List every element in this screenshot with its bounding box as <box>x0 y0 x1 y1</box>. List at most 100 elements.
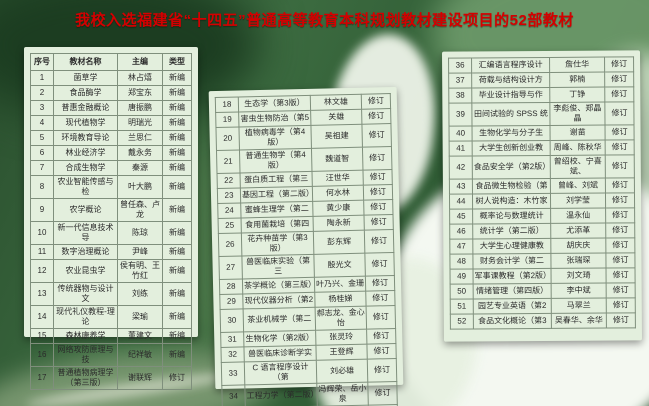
cell-type: 新编 <box>162 115 192 131</box>
cell-editor: 刘学莹 <box>550 193 606 209</box>
cell-number: 34 <box>221 384 246 406</box>
cell-title: 食用菌栽培（第四 <box>241 216 314 233</box>
cell-type: 修订 <box>604 71 634 88</box>
table-row: 1 菌草学 林占熺 新编 <box>30 70 192 86</box>
table-row: 46 统计学（第二版） 尤添革 修订 <box>449 222 635 240</box>
cell-title: 工程力学（第二版） <box>244 383 318 406</box>
table-row: 37 荷载与结构设计方 郭楠 修订 <box>448 71 634 89</box>
cell-editor: 郭楠 <box>549 72 605 88</box>
table-row: 12 农业昆虫学 侯有明、王竹红 新编 <box>30 259 192 283</box>
cell-number: 38 <box>448 87 472 104</box>
cell-number: 19 <box>215 111 239 128</box>
cell-type: 新编 <box>162 244 192 260</box>
cell-title: 新一代信息技术导 <box>53 221 118 245</box>
cell-editor: 王登辉 <box>315 344 368 361</box>
cell-editor: 杨桂娣 <box>314 291 367 308</box>
cell-number: 14 <box>30 305 54 329</box>
cell-type: 修订 <box>604 101 635 126</box>
table-row: 8 农业智能传感与检 叶大鹏 新编 <box>30 175 192 199</box>
cell-editor: 彭东辉 <box>313 230 365 255</box>
table-row: 47 大学生心理健康教 胡庆庆 修订 <box>449 237 635 255</box>
cell-type: 修订 <box>604 56 634 73</box>
page-title: 我校入选福建省“十四五”普通高等教育本科规划教材建设项目的52部教材 <box>75 12 574 29</box>
cell-title: 树人说构造：木竹家 <box>472 193 551 209</box>
cell-type: 新编 <box>162 175 192 199</box>
cell-number: 30 <box>220 308 244 333</box>
cell-type: 新编 <box>162 343 192 367</box>
cell-number: 11 <box>30 244 54 260</box>
cell-number: 10 <box>30 221 54 245</box>
table-row: 48 财务会计学（第二 张瑞琛 修订 <box>449 252 636 270</box>
cell-editor: 尹峰 <box>117 244 163 260</box>
textbook-list-panel-1: 序号 教材名称 主编 类型 1 菌草学 林占熺 新编 2 食品酶学 郑宝东 新编 3 普惠金融概论 唐振鹏新… <box>24 47 198 390</box>
cell-title: 兽医临床实验（第三 <box>241 254 315 279</box>
cell-type: 修订 <box>364 229 394 254</box>
cell-type: 修订 <box>367 381 398 406</box>
cell-title: 花卉种苗学（第3版） <box>241 231 314 256</box>
table-row: 6 林业经济学 戴永务 新编 <box>30 145 192 161</box>
cell-number: 28 <box>219 278 243 295</box>
table-header-row: 序号 教材名称 主编 类型 <box>30 53 192 71</box>
cell-number: 24 <box>217 202 242 219</box>
cell-type: 修订 <box>361 93 391 110</box>
cell-title: 普惠金融概论 <box>53 100 118 116</box>
header-cell-title: 教材名称 <box>53 53 118 71</box>
cell-editor: 梁瑜 <box>117 305 163 329</box>
cell-number: 48 <box>449 253 474 270</box>
cell-title: 生物化学（第2版） <box>243 330 316 347</box>
table-row: 52 食品文化概论（第3 吴春华、余华 修订 <box>450 312 636 330</box>
cell-number: 3 <box>30 100 54 116</box>
table-row: 41 大学生创新创业教 周峰、陈秋华 修订 <box>449 139 635 157</box>
table-row: 39 田间试验的 SPSS 统李彪俊、郑晶晶 修订 <box>448 101 635 127</box>
textbook-table-2: 18 生态学（第3版） 林文雄 修订 19 害虫生物防治（第5 关雄 修订 20 植物病毒学（第4… <box>215 93 398 406</box>
cell-type: 修订 <box>362 169 393 186</box>
cell-number: 46 <box>449 223 473 240</box>
cell-type: 修订 <box>361 108 391 125</box>
cell-editor: 汪世华 <box>311 170 364 187</box>
cell-editor: 丁铮 <box>549 87 605 103</box>
cell-editor: 尤添革 <box>550 223 606 239</box>
cell-title: 毕业设计指导与作 <box>471 87 550 103</box>
header-cell-type: 类型 <box>162 53 192 71</box>
cell-title: 概率论与数理统计 <box>472 208 551 224</box>
cell-title: 植物病毒学（第4版） <box>238 125 312 150</box>
cell-type: 新编 <box>162 70 192 86</box>
cell-number: 45 <box>449 208 473 225</box>
cell-number: 29 <box>219 293 244 310</box>
cell-title: 荷载与结构设计方 <box>471 72 550 88</box>
table-row: 14 现代礼仪教程-理论 梁瑜 新编 <box>30 305 192 329</box>
cell-number: 31 <box>220 331 244 348</box>
cell-number: 36 <box>448 57 472 74</box>
cell-type: 修订 <box>366 343 397 360</box>
cell-type: 修订 <box>361 123 392 148</box>
cell-type: 新编 <box>162 259 192 283</box>
textbook-table-3: 36 汇编语言程序设计 詹仕华 修订 37 荷载与结构设计方 郭楠 修订 38 毕业设计指导与作丁… <box>448 56 636 330</box>
cell-type: 新编 <box>162 198 192 222</box>
cell-editor: 陶永新 <box>313 215 365 232</box>
cell-type: 修订 <box>367 358 397 383</box>
cell-number: 43 <box>449 178 473 195</box>
cell-editor: 吴祖建 <box>310 124 363 149</box>
cell-type: 新编 <box>162 282 192 306</box>
cell-title: 田间试验的 SPSS 统 <box>471 102 551 126</box>
cell-number: 26 <box>218 232 242 257</box>
textbook-list-panel-3: 36 汇编语言程序设计 詹仕华 修订 37 荷载与结构设计方 郭楠 修订 38 毕业设计指导与作丁… <box>441 50 643 342</box>
cell-editor: 马翠兰 <box>551 298 607 314</box>
cell-type: 修订 <box>366 328 396 345</box>
table-row: 40 生物化学与分子生 谢苗 修订 <box>449 124 635 142</box>
table-row: 2 食品酶学 郑宝东 新编 <box>30 85 192 101</box>
cell-type: 修订 <box>606 312 636 329</box>
cell-number: 41 <box>449 140 473 157</box>
cell-number: 15 <box>30 328 54 344</box>
cell-type: 修订 <box>605 177 635 194</box>
cell-editor: 曾峰、刘斌 <box>550 178 606 194</box>
cell-number: 6 <box>30 145 54 161</box>
cell-type: 修订 <box>604 86 634 103</box>
table-row: 50 情绪管理（第四版） 李中斌 修订 <box>450 282 636 300</box>
cell-editor: 殷光文 <box>313 253 366 278</box>
cell-number: 8 <box>30 175 54 199</box>
cell-type: 修订 <box>363 199 393 216</box>
cell-type: 新编 <box>162 160 192 176</box>
cell-editor: 吴春华、余华 <box>551 313 607 329</box>
cell-title: C 语言程序设计（第 <box>244 360 317 385</box>
